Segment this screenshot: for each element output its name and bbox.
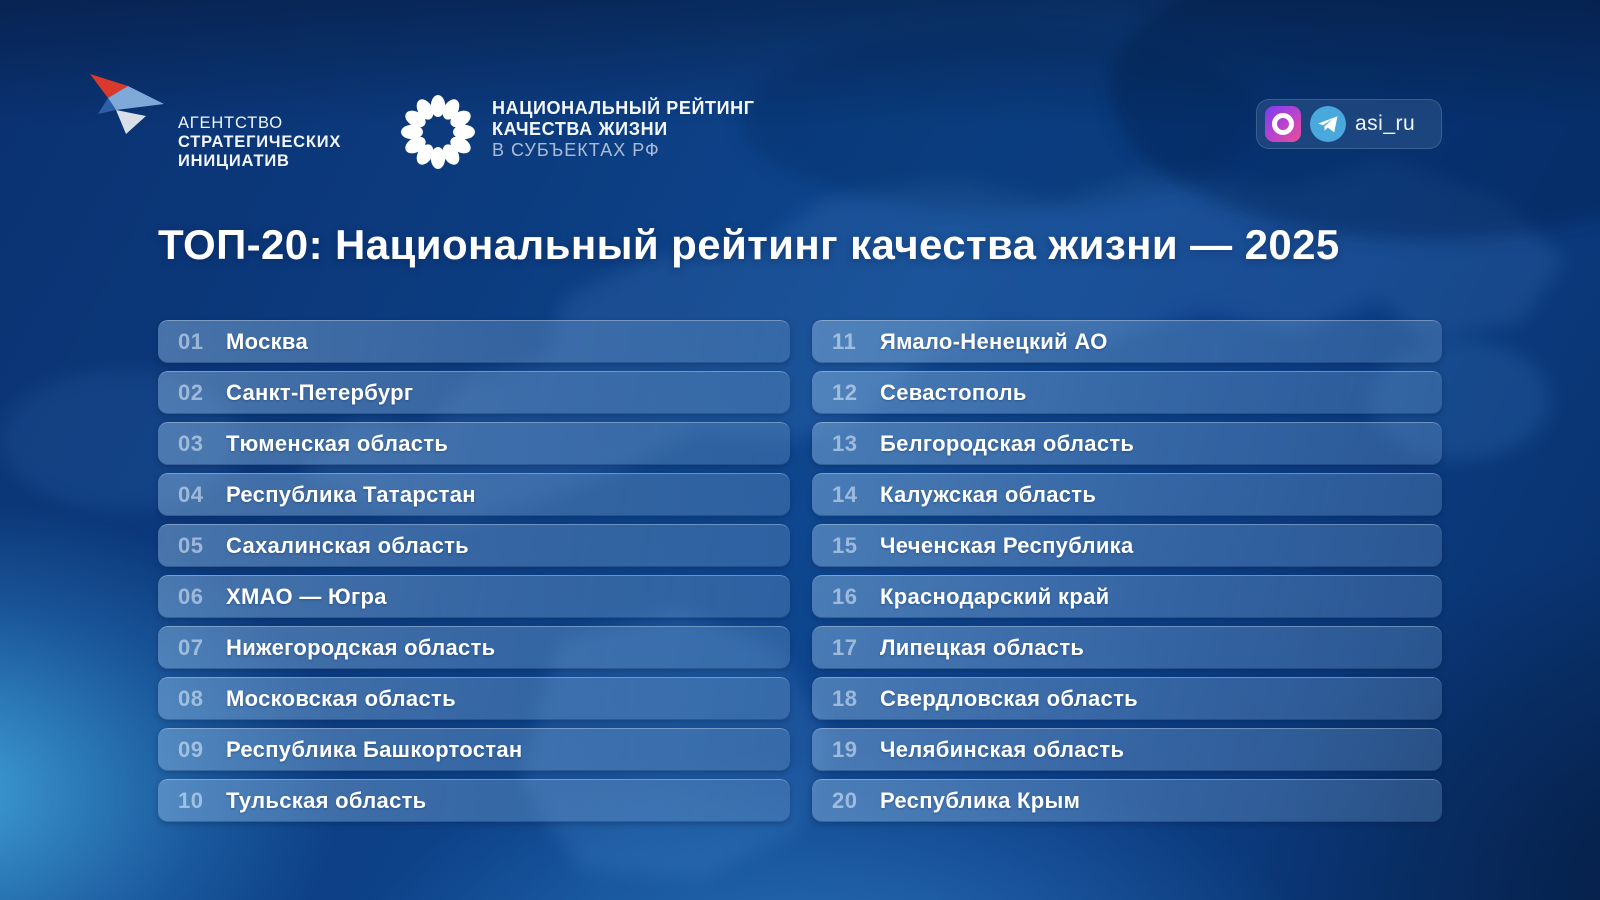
ranking-row: 15 Чеченская Республика xyxy=(812,524,1442,567)
ranking-row: 01 Москва xyxy=(158,320,790,363)
rank-number: 11 xyxy=(832,328,857,354)
rank-number: 16 xyxy=(832,583,858,609)
rank-number: 10 xyxy=(178,787,204,813)
asi-logo-line1: АГЕНТСТВО xyxy=(178,114,283,132)
region-name: Краснодарский край xyxy=(880,583,1110,609)
ranking-row: 09 Республика Башкортостан xyxy=(158,728,790,771)
asi-logo-line2: СТРАТЕГИЧЕСКИХ xyxy=(178,133,342,151)
region-name: Республика Татарстан xyxy=(226,481,476,507)
ranking-row: 05 Сахалинская область xyxy=(158,524,790,567)
region-name: Москва xyxy=(226,328,308,354)
social-handle: asi_ru xyxy=(1355,112,1416,135)
rank-number: 07 xyxy=(178,634,204,660)
ranking-row: 11 Ямало-Ненецкий АО xyxy=(812,320,1442,363)
rating-logo-line3: В СУБЪЕКТАХ РФ xyxy=(492,140,660,160)
max-messenger-icon[interactable] xyxy=(1265,106,1301,142)
ranking-row: 07 Нижегородская область xyxy=(158,626,790,669)
telegram-icon[interactable] xyxy=(1310,106,1346,142)
region-name: Санкт-Петербург xyxy=(226,379,414,405)
ranking-row: 19 Челябинская область xyxy=(812,728,1442,771)
rank-number: 09 xyxy=(178,736,204,762)
asi-logo-text: АГЕНТСТВО СТРАТЕГИЧЕСКИХ ИНИЦИАТИВ xyxy=(178,114,341,171)
rank-number: 04 xyxy=(178,481,204,507)
rank-number: 13 xyxy=(832,430,858,456)
rank-number: 19 xyxy=(832,736,858,762)
rank-number: 08 xyxy=(178,685,204,711)
ranking-row: 04 Республика Татарстан xyxy=(158,473,790,516)
ranking-row: 20 Республика Крым xyxy=(812,779,1442,822)
page-title: ТОП-20: Национальный рейтинг качества жи… xyxy=(158,221,1340,268)
ranking-row: 12 Севастополь xyxy=(812,371,1442,414)
rank-number: 01 xyxy=(178,328,204,354)
social-links-pill[interactable]: asi_ru xyxy=(1256,99,1442,149)
rank-number: 15 xyxy=(832,532,858,558)
flower-icon xyxy=(401,95,475,169)
rating-logo-line2: КАЧЕСТВА ЖИЗНИ xyxy=(492,119,668,139)
ranking-column-right: 11 Ямало-Ненецкий АО 12 Севастополь 13 Б… xyxy=(812,320,1442,822)
asi-logo: АГЕНТСТВО СТРАТЕГИЧЕСКИХ ИНИЦИАТИВ xyxy=(84,68,341,171)
ranking-row: 18 Свердловская область xyxy=(812,677,1442,720)
rank-number: 03 xyxy=(178,430,204,456)
rank-number: 12 xyxy=(832,379,858,405)
region-name: Калужская область xyxy=(880,481,1097,507)
quality-of-life-rating-logo: НАЦИОНАЛЬНЫЙ РЕЙТИНГ КАЧЕСТВА ЖИЗНИ В СУ… xyxy=(398,92,755,172)
ranking-row: 17 Липецкая область xyxy=(812,626,1442,669)
region-name: Свердловская область xyxy=(880,685,1138,711)
ranking-row: 13 Белгородская область xyxy=(812,422,1442,465)
region-name: Севастополь xyxy=(880,379,1027,405)
ranking-row: 08 Московская область xyxy=(158,677,790,720)
ranking-column-left: 01 Москва 02 Санкт-Петербург 03 Тюменска… xyxy=(158,320,790,822)
region-name: ХМАО — Югра xyxy=(226,583,387,609)
region-name: Республика Крым xyxy=(880,787,1081,813)
asi-logo-line3: ИНИЦИАТИВ xyxy=(178,152,290,170)
rank-number: 06 xyxy=(178,583,204,609)
rank-number: 05 xyxy=(178,532,204,558)
rating-logo-text: НАЦИОНАЛЬНЫЙ РЕЙТИНГ КАЧЕСТВА ЖИЗНИ В СУ… xyxy=(492,98,755,161)
region-name: Ямало-Ненецкий АО xyxy=(880,328,1108,354)
ranking-row: 02 Санкт-Петербург xyxy=(158,371,790,414)
rank-number: 02 xyxy=(178,379,204,405)
ranking-row: 03 Тюменская область xyxy=(158,422,790,465)
region-name: Московская область xyxy=(226,685,456,711)
region-name: Сахалинская область xyxy=(226,532,470,558)
region-name: Белгородская область xyxy=(880,430,1135,456)
region-name: Нижегородская область xyxy=(226,634,496,660)
asi-arrow-icon xyxy=(90,74,164,134)
rank-number: 20 xyxy=(832,787,858,813)
rank-number: 14 xyxy=(832,481,858,507)
region-name: Чеченская Республика xyxy=(880,532,1134,558)
region-name: Тульская область xyxy=(226,787,427,813)
ranking-row: 06 ХМАО — Югра xyxy=(158,575,790,618)
ranking-row: 16 Краснодарский край xyxy=(812,575,1442,618)
ranking-columns: 01 Москва 02 Санкт-Петербург 03 Тюменска… xyxy=(158,320,1442,822)
rating-logo-line1: НАЦИОНАЛЬНЫЙ РЕЙТИНГ xyxy=(492,98,755,118)
region-name: Тюменская область xyxy=(226,430,449,456)
region-name: Липецкая область xyxy=(880,634,1085,660)
ranking-row: 10 Тульская область xyxy=(158,779,790,822)
region-name: Республика Башкортостан xyxy=(226,736,523,762)
ranking-row: 14 Калужская область xyxy=(812,473,1442,516)
rank-number: 18 xyxy=(832,685,858,711)
rank-number: 17 xyxy=(832,634,858,660)
region-name: Челябинская область xyxy=(880,736,1125,762)
